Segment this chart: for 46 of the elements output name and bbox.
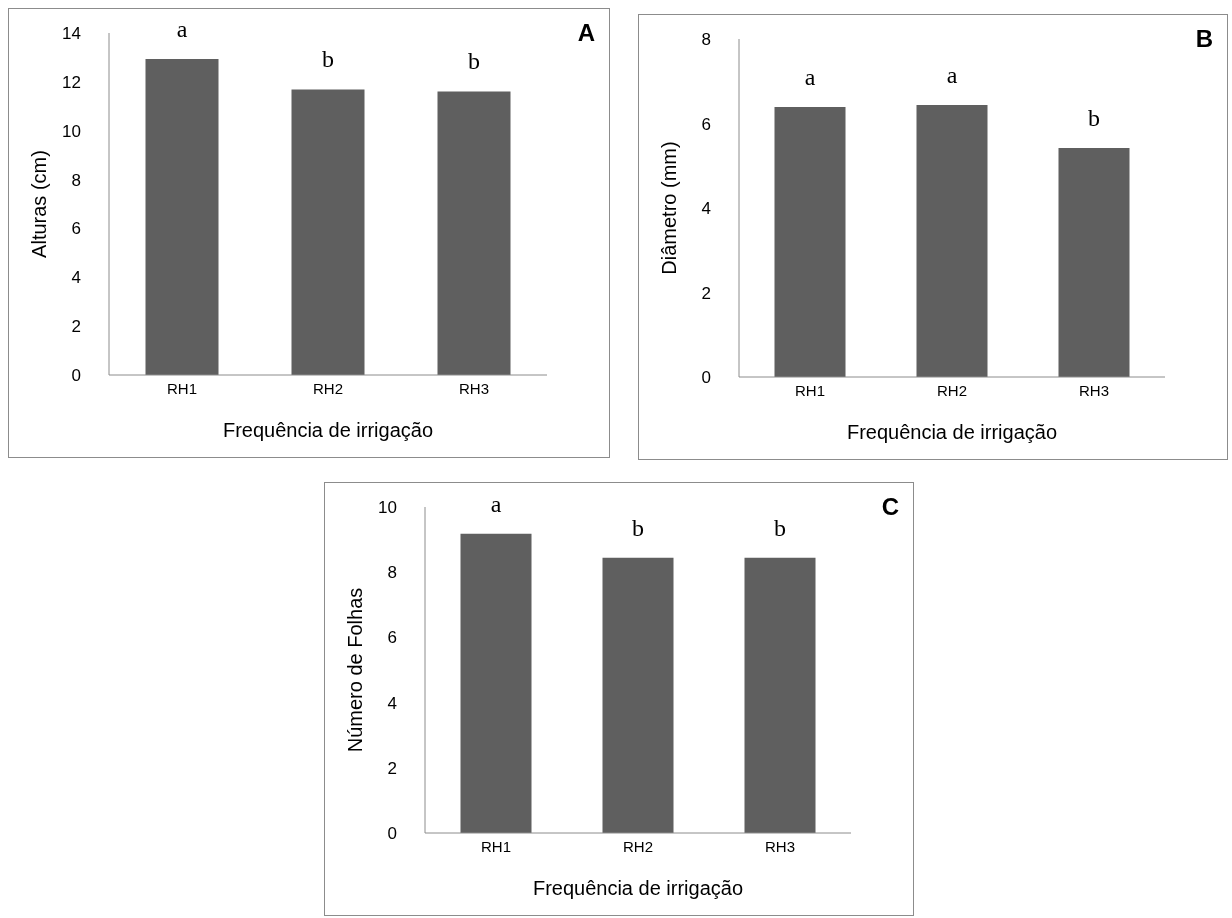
y-tick-label: 12 xyxy=(62,72,81,92)
x-tick-label: RH3 xyxy=(1078,381,1110,399)
text: A xyxy=(577,19,595,47)
annotation: a xyxy=(804,64,816,91)
x-axis-title: Frequência de irrigação xyxy=(222,419,434,441)
y-tick-label: 0 xyxy=(71,366,81,386)
annotation: a xyxy=(490,490,502,517)
y-tick-label: 2 xyxy=(71,317,81,337)
y-tick-label: 4 xyxy=(701,199,711,219)
y-tick-label: 6 xyxy=(387,628,397,648)
y-tick-label: 14 xyxy=(62,24,81,44)
y-tick-label: 2 xyxy=(387,758,397,778)
y-axis-title: Diâmetro (mm) xyxy=(658,141,681,275)
y-axis-title: Número de Folhas xyxy=(344,587,367,753)
y-tick-label: 8 xyxy=(71,170,81,190)
y-tick-label: 8 xyxy=(387,563,397,583)
x-axis-title: Frequência de irrigação xyxy=(846,421,1058,443)
x-tick-label: RH3 xyxy=(764,837,796,855)
annotation: b xyxy=(774,514,786,541)
y-tick-label: 6 xyxy=(701,114,711,134)
x-tick-label: RH1 xyxy=(480,837,512,855)
annotation: a xyxy=(176,15,188,42)
text: C xyxy=(881,493,899,521)
y-tick-label: 2 xyxy=(701,283,711,303)
y-tick-label: 0 xyxy=(701,368,711,388)
y-tick-label: 10 xyxy=(378,498,397,518)
x-tick-label: RH3 xyxy=(458,379,490,397)
y-tick-label: 6 xyxy=(71,219,81,239)
x-tick-label: RH1 xyxy=(166,379,198,397)
x-tick-label: RH2 xyxy=(622,837,654,855)
annotation: b xyxy=(468,48,480,75)
x-tick-label: RH2 xyxy=(312,379,344,397)
y-tick-label: 4 xyxy=(71,268,81,288)
y-axis-title: Alturas (cm) xyxy=(28,150,51,258)
y-tick-label: 8 xyxy=(701,30,711,50)
annotation: a xyxy=(946,61,958,88)
x-tick-label: RH1 xyxy=(794,381,826,399)
annotation: b xyxy=(1088,105,1100,132)
y-tick-label: 4 xyxy=(387,693,397,713)
y-tick-label: 0 xyxy=(387,824,397,844)
annotation: b xyxy=(632,514,644,541)
y-tick-label: 10 xyxy=(62,121,81,141)
x-tick-label: RH2 xyxy=(936,381,968,399)
x-axis-title: Frequência de irrigação xyxy=(532,877,744,899)
annotation: b xyxy=(322,46,334,73)
text: B xyxy=(1195,25,1213,53)
